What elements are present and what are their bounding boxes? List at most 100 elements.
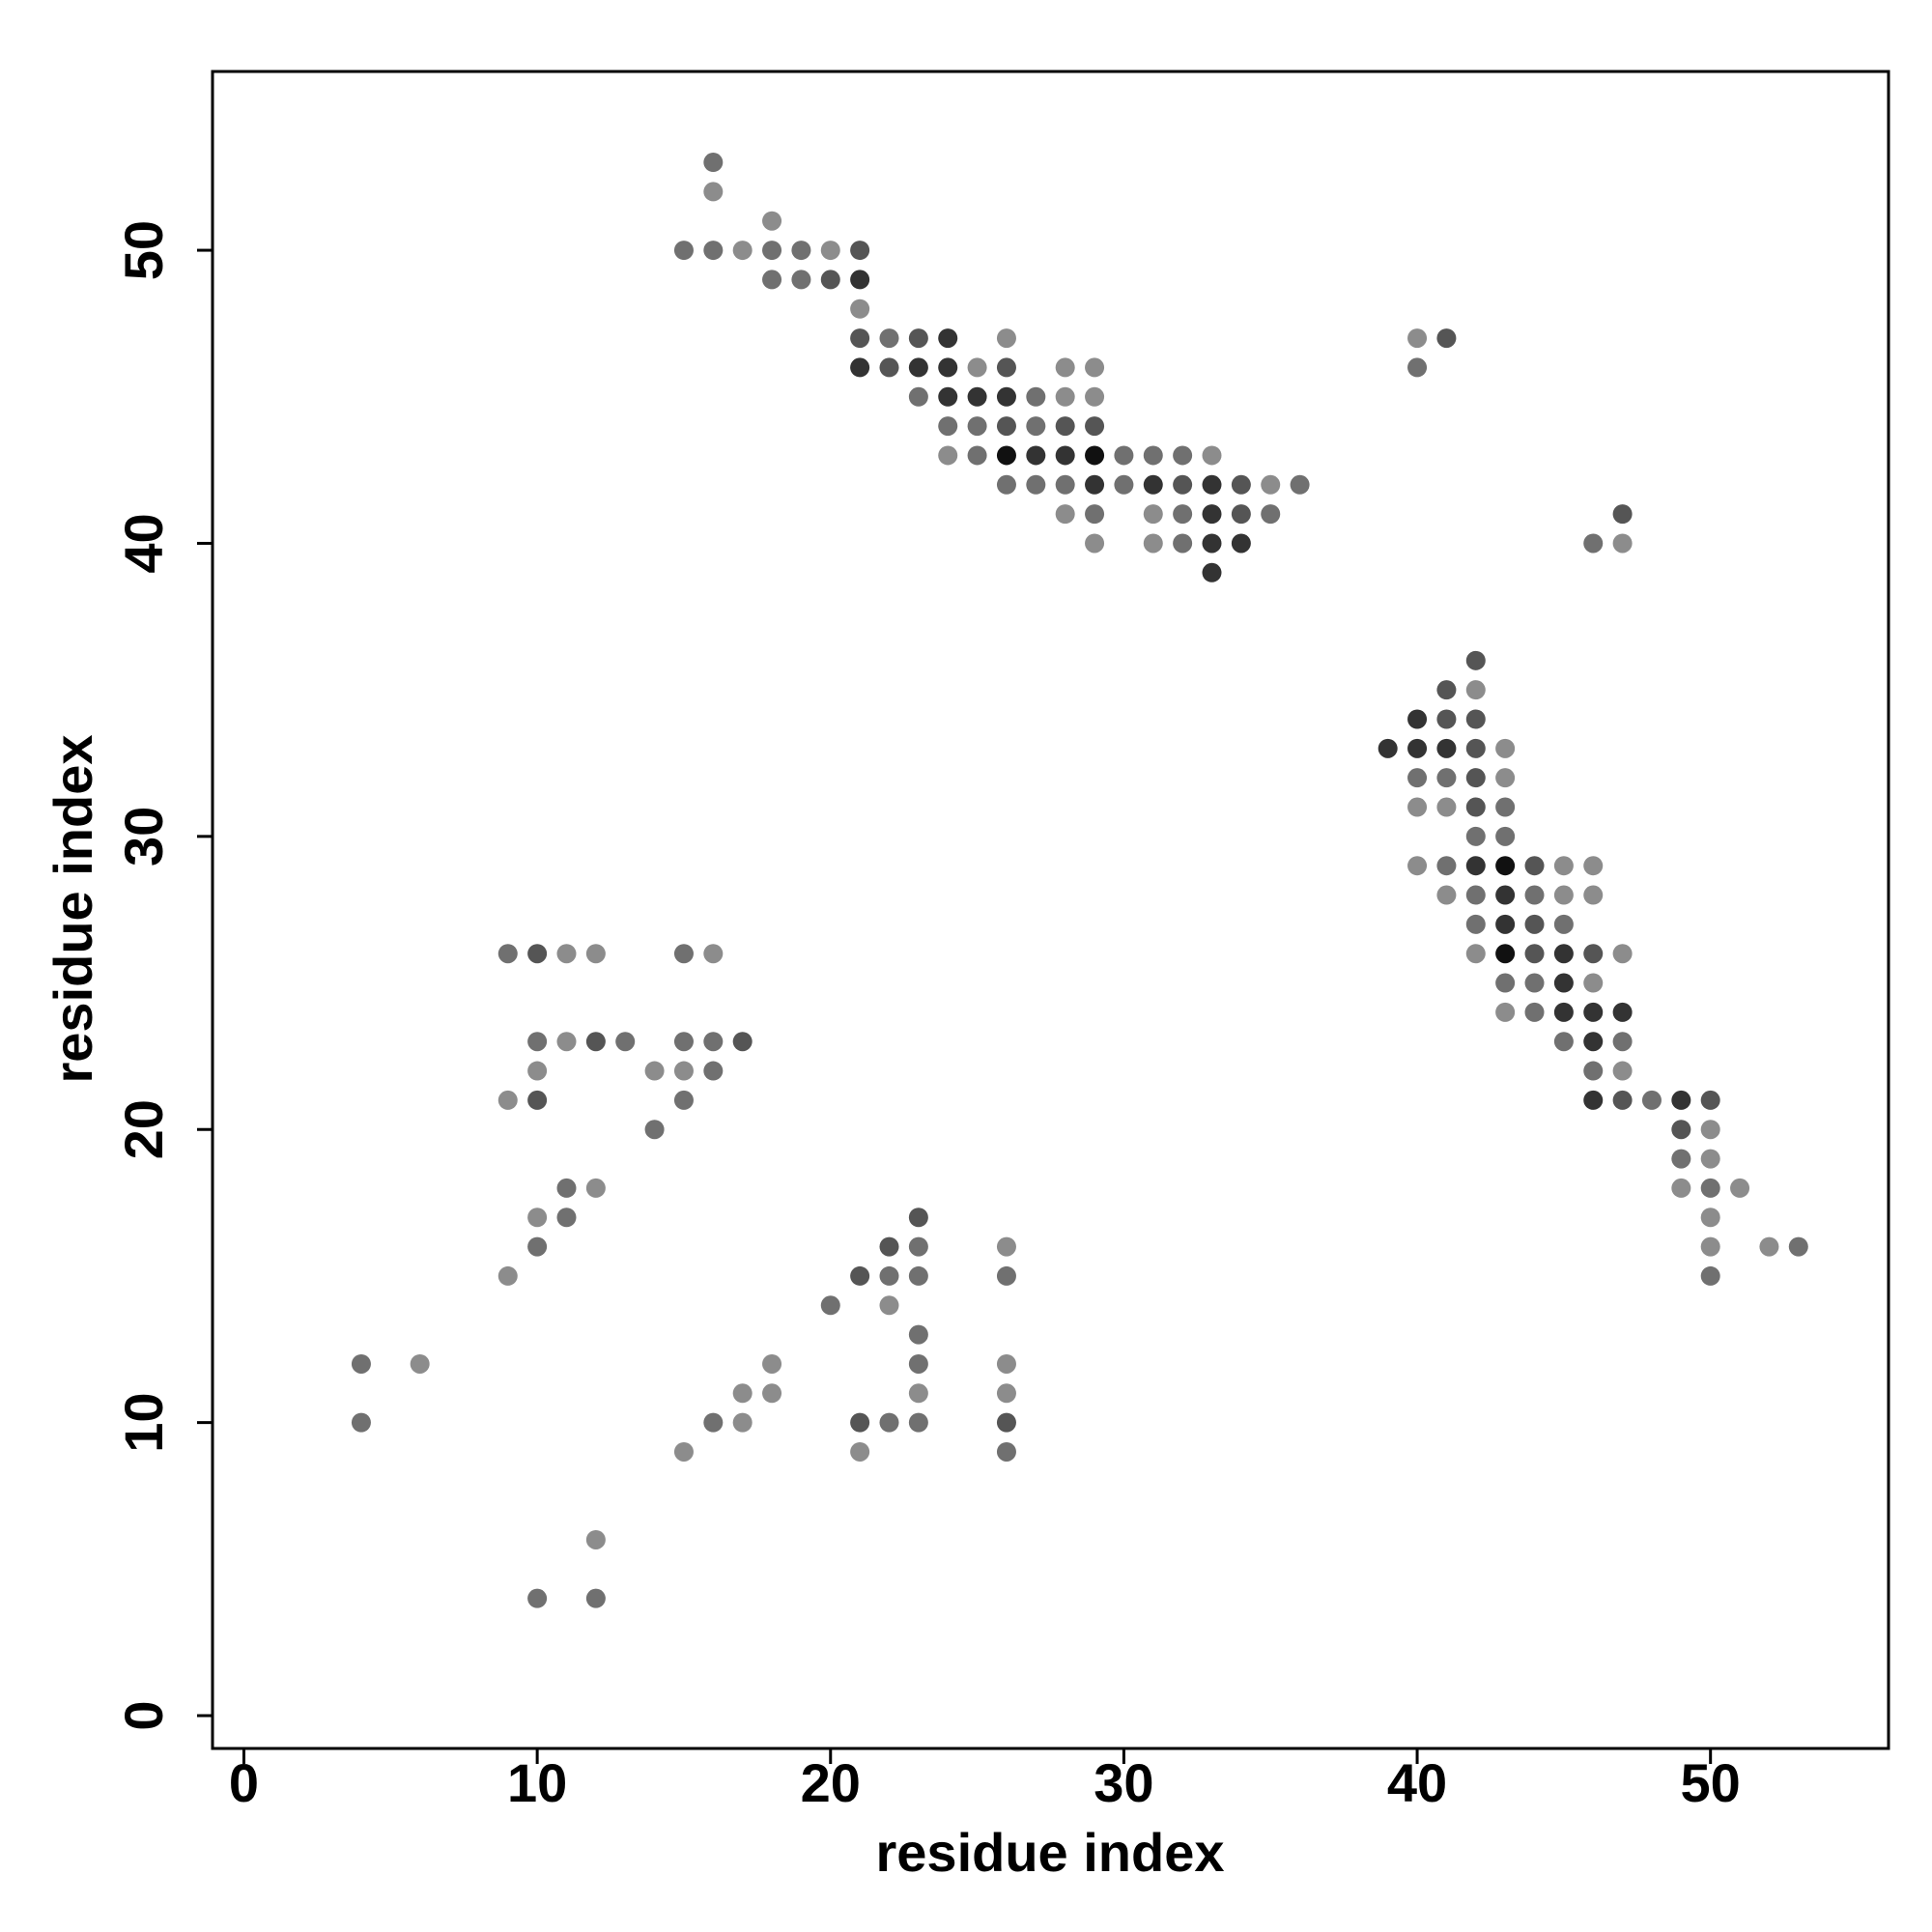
- point: [1612, 504, 1633, 525]
- point: [1553, 914, 1574, 934]
- point: [996, 1265, 1016, 1286]
- point: [1407, 856, 1428, 876]
- point: [1085, 386, 1105, 407]
- x-tick-label: 10: [507, 1752, 567, 1813]
- point: [1085, 504, 1105, 525]
- point: [1085, 416, 1105, 437]
- point: [673, 944, 694, 964]
- point: [938, 328, 958, 349]
- point: [1261, 504, 1281, 525]
- point: [1671, 1149, 1691, 1169]
- y-axis-title: residue index: [43, 734, 103, 1083]
- point: [908, 386, 928, 407]
- y-tick-label: 40: [113, 513, 174, 573]
- point: [1583, 885, 1604, 905]
- point: [1495, 1002, 1516, 1022]
- point: [1465, 856, 1486, 876]
- point: [497, 1090, 518, 1110]
- point: [703, 944, 724, 964]
- point: [908, 1265, 928, 1286]
- point: [938, 386, 958, 407]
- point: [1436, 328, 1457, 349]
- point: [1788, 1236, 1808, 1257]
- point: [703, 182, 724, 202]
- point: [1026, 445, 1046, 466]
- point: [908, 357, 928, 378]
- point: [1436, 856, 1457, 876]
- point: [850, 270, 870, 290]
- point: [1378, 738, 1398, 758]
- point: [1465, 826, 1486, 846]
- point: [908, 1383, 928, 1404]
- point: [1055, 386, 1075, 407]
- point: [1700, 1149, 1720, 1169]
- point: [1407, 768, 1428, 788]
- point: [996, 474, 1016, 495]
- point: [908, 328, 928, 349]
- x-tick-label: 20: [801, 1752, 861, 1813]
- point: [938, 357, 958, 378]
- point: [527, 1090, 548, 1110]
- point: [1524, 1002, 1545, 1022]
- point: [996, 1353, 1016, 1374]
- point: [908, 1208, 928, 1228]
- point: [673, 1032, 694, 1052]
- point: [1085, 357, 1105, 378]
- point: [908, 1324, 928, 1345]
- point: [1583, 1090, 1604, 1110]
- point: [1700, 1120, 1720, 1140]
- point: [850, 1441, 870, 1462]
- point: [1407, 797, 1428, 817]
- point: [1583, 1002, 1604, 1022]
- point: [1290, 474, 1310, 495]
- point: [732, 241, 753, 261]
- point: [703, 1061, 724, 1081]
- point: [1407, 709, 1428, 729]
- point: [1612, 944, 1633, 964]
- point: [1055, 474, 1075, 495]
- point: [879, 1412, 899, 1433]
- point: [1202, 445, 1222, 466]
- point: [1436, 709, 1457, 729]
- point: [1671, 1178, 1691, 1198]
- point: [1700, 1236, 1720, 1257]
- point: [1495, 914, 1516, 934]
- point: [1553, 885, 1574, 905]
- point: [850, 1265, 870, 1286]
- point: [1202, 562, 1222, 582]
- point: [703, 241, 724, 261]
- point: [527, 1588, 548, 1608]
- point: [1114, 445, 1134, 466]
- point: [879, 328, 899, 349]
- point: [996, 328, 1016, 349]
- point: [967, 386, 987, 407]
- point: [1759, 1236, 1779, 1257]
- point: [762, 241, 782, 261]
- point: [938, 416, 958, 437]
- point: [1495, 738, 1516, 758]
- point: [1436, 738, 1457, 758]
- point: [556, 1032, 577, 1052]
- point: [996, 1236, 1016, 1257]
- point: [497, 944, 518, 964]
- point: [1173, 474, 1193, 495]
- point: [1583, 944, 1604, 964]
- point: [1085, 474, 1105, 495]
- point: [556, 944, 577, 964]
- point: [673, 1061, 694, 1081]
- point: [585, 1529, 606, 1549]
- point: [1495, 973, 1516, 993]
- point: [1173, 533, 1193, 554]
- point: [732, 1383, 753, 1404]
- point: [556, 1178, 577, 1198]
- point: [585, 1032, 606, 1052]
- point: [1700, 1090, 1720, 1110]
- point: [1553, 944, 1574, 964]
- point: [732, 1032, 753, 1052]
- point: [351, 1353, 371, 1374]
- point: [1671, 1120, 1691, 1140]
- point: [1612, 1032, 1633, 1052]
- point: [497, 1265, 518, 1286]
- point: [527, 1032, 548, 1052]
